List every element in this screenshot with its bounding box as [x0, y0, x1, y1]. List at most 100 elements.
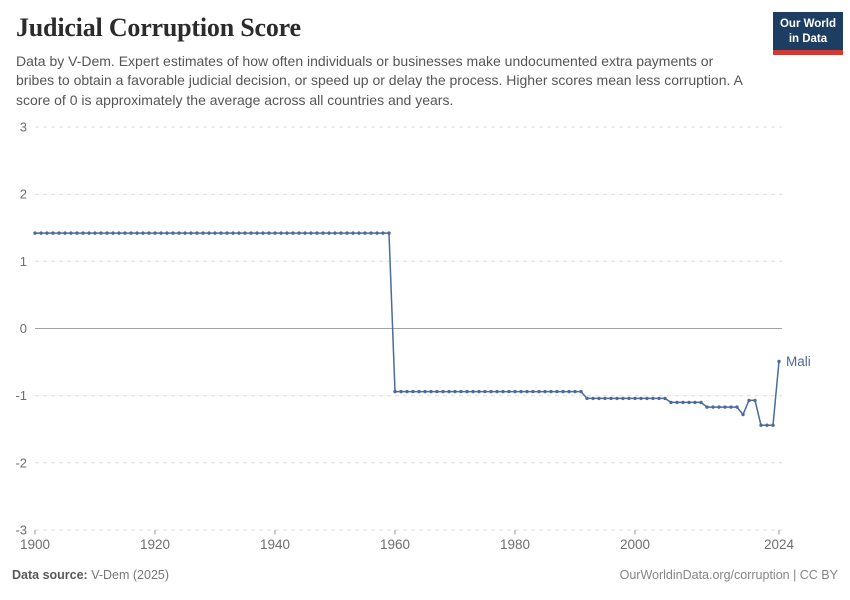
data-point [321, 231, 325, 235]
data-point [117, 231, 121, 235]
data-point [243, 231, 247, 235]
data-point [657, 396, 661, 401]
data-point [303, 231, 307, 235]
data-point [285, 231, 289, 235]
data-point [663, 396, 667, 401]
owid-logo-line1: Our World [779, 18, 836, 30]
data-point [753, 398, 757, 403]
data-point [765, 423, 769, 427]
data-point [345, 231, 349, 235]
data-point [81, 231, 85, 235]
series-line [35, 232, 780, 426]
data-point [183, 231, 187, 235]
data-point [363, 231, 367, 235]
data-point [669, 400, 673, 405]
data-point [417, 389, 421, 394]
data-point [291, 231, 295, 235]
page-title: Judicial Corruption Score [16, 13, 301, 42]
data-point [423, 389, 427, 394]
data-point [519, 389, 523, 394]
data-point [123, 231, 127, 235]
data-point [219, 231, 223, 235]
data-point [99, 231, 103, 235]
data-point [435, 389, 439, 394]
x-tick-label: 2000 [620, 537, 650, 552]
y-tick-label: -1 [15, 388, 27, 403]
data-point [201, 231, 205, 235]
data-source-value: V-Dem (2025) [91, 568, 170, 582]
data-point [369, 231, 373, 235]
data-point [459, 389, 463, 394]
data-point [387, 231, 391, 235]
data-point [639, 396, 643, 401]
data-point [105, 231, 109, 235]
data-point [177, 231, 181, 235]
owid-logo[interactable]: Our World in Data [772, 12, 843, 56]
data-point [693, 400, 697, 405]
data-point [129, 231, 133, 235]
data-point [93, 231, 97, 235]
data-point [681, 400, 685, 405]
data-point [495, 389, 499, 394]
data-point [231, 231, 235, 235]
data-point [69, 231, 73, 235]
data-point [273, 231, 277, 235]
y-tick-label: -3 [15, 523, 27, 538]
data-point [579, 389, 583, 394]
data-point [147, 231, 151, 235]
data-point [207, 231, 211, 235]
data-point [471, 389, 475, 394]
data-point [735, 405, 739, 409]
data-point [375, 231, 379, 235]
y-tick-label: -2 [15, 455, 27, 470]
data-point [399, 389, 403, 394]
x-tick-label: 1940 [260, 537, 290, 552]
data-point [507, 389, 511, 394]
license-link[interactable]: OurWorldinData.org/corruption | CC BY [619, 568, 838, 582]
data-point [393, 389, 397, 394]
data-point [57, 231, 61, 235]
data-point [723, 405, 727, 409]
data-point [351, 231, 355, 235]
x-tick-label: 1980 [500, 537, 530, 552]
data-point [279, 231, 283, 235]
data-point [687, 400, 691, 405]
data-source: Data source: V-Dem (2025) [12, 568, 169, 582]
data-point [483, 389, 487, 394]
data-point [477, 389, 481, 394]
data-point [573, 389, 577, 394]
data-point [315, 231, 319, 235]
data-point [453, 389, 457, 394]
data-point [651, 396, 655, 401]
y-tick-label: 2 [20, 187, 27, 202]
data-point [39, 231, 43, 235]
x-tick-label: 1960 [380, 537, 410, 552]
data-point [165, 231, 169, 235]
data-point [195, 231, 199, 235]
data-point [405, 389, 409, 394]
data-point [429, 389, 433, 394]
data-point [513, 389, 517, 394]
data-point [249, 231, 253, 235]
data-point [675, 400, 679, 405]
data-point [699, 400, 703, 405]
data-point [531, 389, 535, 394]
data-point [153, 231, 157, 235]
data-point [87, 231, 91, 235]
data-point [75, 231, 79, 235]
data-point [525, 389, 529, 394]
data-point [171, 231, 175, 235]
data-point [549, 389, 553, 394]
data-point [327, 231, 331, 235]
data-point [51, 231, 55, 235]
data-point [225, 231, 229, 235]
data-point [267, 231, 271, 235]
data-point [759, 423, 763, 427]
data-point [597, 396, 601, 401]
x-tick-label: 2024 [764, 537, 795, 552]
data-point [441, 389, 445, 394]
data-point [603, 396, 607, 401]
data-point [63, 231, 67, 235]
data-point [615, 396, 619, 401]
